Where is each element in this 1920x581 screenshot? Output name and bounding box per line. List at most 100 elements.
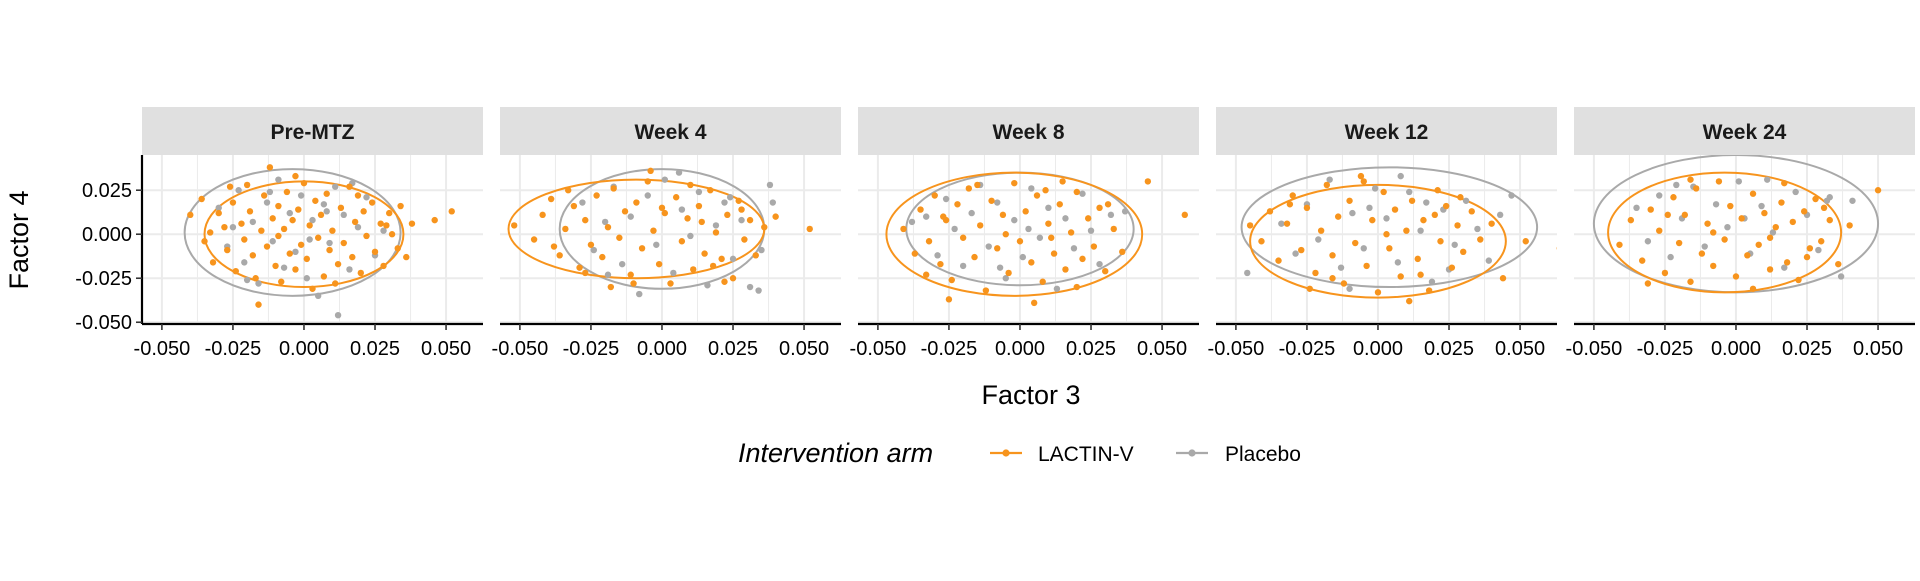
legend: Intervention arm LACTIN-V Placebo: [738, 438, 1301, 468]
point-placebo: [687, 232, 694, 240]
point-placebo: [1837, 273, 1845, 280]
point-placebo: [332, 183, 339, 190]
point-placebo: [1428, 278, 1436, 285]
point-lactin-v: [1457, 194, 1464, 201]
point-lactin-v: [1710, 262, 1717, 270]
panel-week-4: Week 4 -0.050 -0.025 0.000 0.025 0.050: [492, 107, 841, 360]
point-lactin-v: [283, 188, 291, 196]
point-placebo: [280, 264, 288, 271]
point-placebo: [346, 266, 353, 273]
point-lactin-v: [215, 209, 222, 217]
point-lactin-v: [954, 201, 961, 208]
point-placebo: [678, 206, 686, 213]
point-lactin-v: [1783, 259, 1791, 266]
x-tick-label: 0.050: [1137, 338, 1187, 360]
facet-strip: [1574, 107, 1915, 155]
point-lactin-v: [707, 187, 714, 194]
point-lactin-v: [266, 164, 274, 171]
point-lactin-v: [976, 222, 984, 229]
point-lactin-v: [1340, 280, 1348, 287]
point-placebo: [297, 192, 305, 199]
point-lactin-v: [360, 208, 367, 215]
x-tick-label: -0.050: [1566, 338, 1623, 360]
point-lactin-v: [1692, 185, 1700, 192]
x-tick-label: -0.050: [492, 338, 549, 360]
point-lactin-v: [746, 216, 754, 224]
point-lactin-v: [1874, 187, 1882, 194]
point-placebo: [1002, 275, 1009, 282]
point-lactin-v: [377, 220, 384, 227]
point-placebo: [695, 188, 703, 196]
point-lactin-v: [1039, 278, 1046, 285]
x-tick-label: -0.025: [1637, 338, 1694, 360]
point-lactin-v: [1266, 208, 1274, 215]
point-placebo: [1028, 185, 1035, 192]
point-lactin-v: [735, 197, 742, 204]
legend-item-lactin-v: LACTIN-V: [990, 443, 1134, 466]
point-lactin-v: [272, 262, 279, 270]
point-lactin-v: [224, 246, 231, 254]
point-placebo: [1366, 204, 1373, 212]
point-lactin-v: [306, 222, 313, 229]
point-lactin-v: [1744, 252, 1751, 259]
point-lactin-v: [431, 216, 438, 224]
point-lactin-v: [650, 227, 657, 234]
point-lactin-v: [948, 276, 955, 284]
panel-week-12: Week 12 -0.050 -0.025 0.000 0.025 0.050: [1208, 107, 1557, 360]
point-placebo: [675, 169, 683, 176]
x-tick-label: 0.025: [1782, 338, 1832, 360]
point-lactin-v: [1306, 285, 1313, 292]
point-placebo: [1417, 227, 1424, 234]
point-placebo: [1735, 178, 1743, 185]
point-lactin-v: [275, 202, 282, 210]
point-lactin-v: [207, 229, 214, 236]
point-lactin-v: [925, 238, 933, 245]
point-lactin-v: [1761, 209, 1768, 217]
point-lactin-v: [1383, 231, 1390, 238]
point-lactin-v: [1627, 216, 1635, 224]
point-lactin-v: [263, 243, 271, 250]
point-placebo: [712, 222, 720, 229]
point-lactin-v: [1363, 262, 1370, 270]
panel-week-8: Week 8 -0.050 -0.025 0.000 0.025 0.050: [850, 107, 1199, 360]
point-placebo: [1070, 245, 1078, 252]
point-placebo: [908, 218, 916, 226]
point-lactin-v: [638, 245, 646, 252]
panel-pre-mtz: Pre-MTZ -0.050 -0.025 0.000 0.025 0.050: [134, 107, 483, 360]
gridlines: [142, 155, 483, 324]
point-placebo: [363, 194, 370, 201]
point-lactin-v: [1414, 255, 1421, 263]
point-lactin-v: [1067, 229, 1075, 236]
point-placebo: [636, 290, 643, 298]
y-tick-label: 0.000: [82, 224, 132, 246]
point-lactin-v: [1073, 188, 1081, 196]
point-lactin-v: [312, 197, 319, 204]
point-lactin-v: [698, 218, 705, 226]
point-lactin-v: [221, 223, 228, 231]
legend-title: Intervention arm: [738, 438, 933, 468]
ellipse-placebo: [183, 168, 402, 297]
point-lactin-v: [1050, 250, 1058, 257]
facet-strip: [500, 107, 841, 155]
point-lactin-v: [275, 232, 282, 240]
point-placebo: [758, 246, 765, 254]
point-lactin-v: [616, 234, 623, 241]
point-placebo: [326, 239, 333, 247]
point-lactin-v: [1397, 273, 1404, 280]
point-lactin-v: [1045, 220, 1052, 227]
point-placebo: [959, 262, 967, 270]
point-placebo: [380, 227, 387, 234]
point-lactin-v: [1357, 172, 1365, 180]
point-lactin-v: [610, 185, 617, 192]
point-lactin-v: [576, 264, 583, 271]
point-lactin-v: [1778, 199, 1785, 206]
point-lactin-v: [695, 202, 703, 210]
point-lactin-v: [1721, 236, 1728, 243]
point-lactin-v: [562, 225, 569, 233]
point-lactin-v: [1275, 257, 1282, 264]
point-lactin-v: [1749, 190, 1757, 197]
point-lactin-v: [1298, 246, 1305, 254]
point-lactin-v: [1417, 271, 1424, 278]
point-lactin-v: [397, 202, 404, 210]
